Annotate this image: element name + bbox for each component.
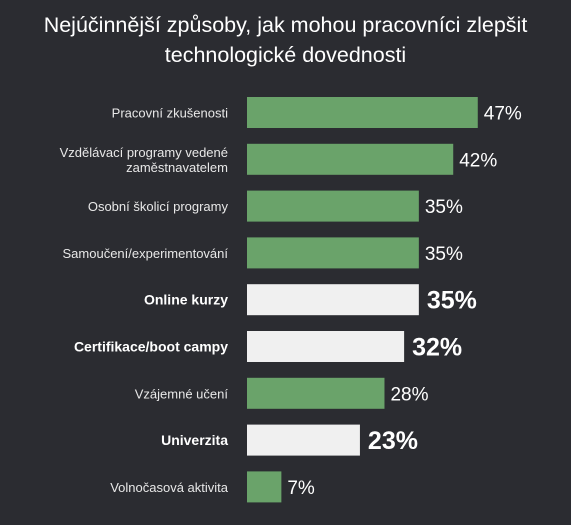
bar-1 bbox=[247, 143, 454, 175]
category-label-4: Online kurzy bbox=[144, 292, 228, 308]
category-label-1: Vzdělávací programy vedené zaměstnavatele… bbox=[60, 145, 228, 175]
value-label-7: 23% bbox=[368, 427, 418, 455]
category-label-3: Samoučení/experimentování bbox=[63, 246, 229, 261]
bar-2 bbox=[247, 190, 419, 222]
bar-3 bbox=[247, 237, 419, 269]
category-label-8: Volnočasová aktivita bbox=[110, 480, 229, 495]
value-label-5: 32% bbox=[412, 334, 462, 362]
value-label-3: 35% bbox=[425, 244, 463, 265]
value-label-8: 7% bbox=[287, 478, 315, 499]
value-label-0: 47% bbox=[484, 104, 522, 125]
category-label-2: Osobní školicí programy bbox=[88, 199, 229, 214]
bar-6 bbox=[247, 377, 385, 409]
chart-title-line-2: technologické dovednosti bbox=[164, 43, 407, 67]
bar-0 bbox=[247, 97, 478, 128]
value-label-2: 35% bbox=[425, 197, 463, 218]
category-label-0: Pracovní zkušenosti bbox=[112, 106, 228, 121]
value-label-1: 42% bbox=[459, 150, 497, 171]
category-label-7: Univerzita bbox=[161, 432, 228, 448]
bar-5 bbox=[247, 331, 405, 362]
chart-title-line-1: Nejúčinnější způsoby, jak mohou pracovní… bbox=[43, 13, 528, 37]
bar-4 bbox=[247, 284, 419, 316]
category-label-5: Certifikace/boot campy bbox=[74, 339, 228, 355]
value-label-6: 28% bbox=[390, 384, 428, 405]
bar-8 bbox=[247, 471, 282, 503]
category-label-6: Vzájemné učení bbox=[135, 386, 229, 401]
chart-title: Nejúčinnější způsoby, jak mohou pracovní… bbox=[0, 10, 571, 70]
bar-7 bbox=[247, 424, 360, 456]
value-label-4: 35% bbox=[427, 287, 477, 315]
